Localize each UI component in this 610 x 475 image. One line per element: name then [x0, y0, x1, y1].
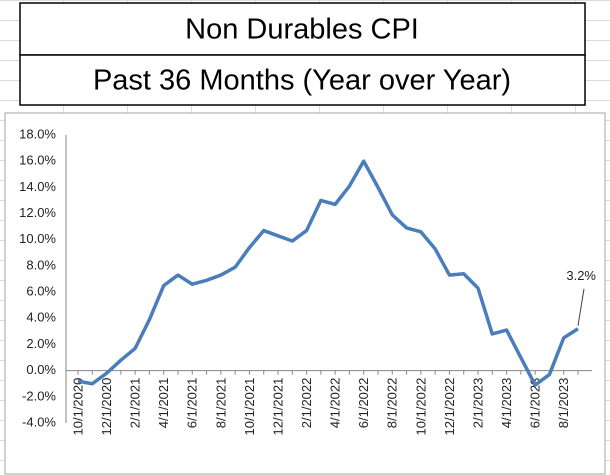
y-tick-label: 12.0% [19, 205, 56, 220]
subtitle-cell [19, 54, 586, 106]
chart-area [4, 112, 606, 475]
y-tick-label: 18.0% [19, 126, 56, 141]
chart-title: Non Durables CPI [185, 14, 419, 46]
data-label: 3.2% [566, 268, 596, 283]
x-tick-label: 10/1/2020 [70, 378, 85, 436]
chart-subtitle: Past 36 Months (Year over Year) [93, 65, 511, 97]
x-tick-label: 8/1/2021 [213, 378, 228, 429]
y-tick-label: 2.0% [26, 336, 56, 351]
y-tick-label: 16.0% [19, 153, 56, 168]
x-tick-label: 6/1/2022 [356, 378, 371, 429]
x-tick-label: 4/1/2023 [499, 378, 514, 429]
x-tick-label: 6/1/2021 [185, 378, 200, 429]
y-tick-label: 4.0% [26, 310, 56, 325]
y-tick-label: 14.0% [19, 179, 56, 194]
y-tick-label: 0.0% [26, 362, 56, 377]
y-tick-label: -2.0% [22, 388, 56, 403]
x-tick-label: 2/1/2023 [470, 378, 485, 429]
x-tick-label: 2/1/2022 [299, 378, 314, 429]
x-tick-label: 10/1/2021 [242, 378, 257, 436]
x-tick-label: 6/1/2023 [528, 378, 543, 429]
x-tick-label: 12/1/2021 [270, 378, 285, 436]
x-tick-label: 8/1/2023 [556, 378, 571, 429]
title-cell [19, 2, 586, 56]
data-line [77, 159, 579, 387]
x-tick-label: 4/1/2021 [156, 378, 171, 429]
x-tick-label: 12/1/2022 [442, 378, 457, 436]
x-tick-label: 4/1/2022 [328, 378, 343, 429]
x-tick-label: 2/1/2021 [128, 378, 143, 429]
leader-line [577, 288, 585, 326]
x-tick-label: 8/1/2022 [385, 378, 400, 429]
x-tick-label: 10/1/2022 [413, 378, 428, 436]
y-tick-label: 8.0% [26, 257, 56, 272]
x-tick-label: 12/1/2020 [99, 378, 114, 436]
y-tick-label: 10.0% [19, 231, 56, 246]
y-tick-label: -4.0% [22, 414, 56, 429]
y-tick-label: 6.0% [26, 284, 56, 299]
